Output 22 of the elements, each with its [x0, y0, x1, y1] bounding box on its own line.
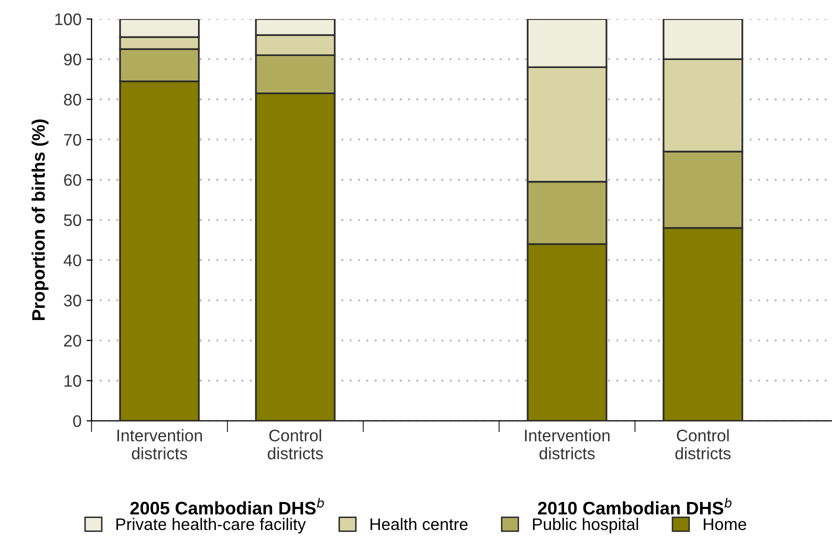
x-tick-label: Intervention districts	[525, 429, 610, 460]
y-tick-label: 40	[64, 254, 82, 266]
y-tick-label: 70	[64, 134, 82, 146]
y-tick-label: 0	[73, 415, 82, 428]
y-tick-label: 60	[64, 174, 82, 186]
text: 2005 Cambodian DHS$^{b}$	[130, 498, 324, 515]
x-tick-label: Intervention districts	[117, 429, 202, 460]
y-tick-label: 100	[55, 13, 82, 26]
x-tick-label: Control districts	[268, 429, 323, 460]
x-tick-label: Control districts	[675, 429, 731, 460]
legend-label: Home	[704, 518, 746, 530]
y-tick-label: 30	[64, 294, 82, 306]
legend-label: Private health-care facility	[116, 518, 306, 534]
legend-label: Health centre	[370, 518, 468, 530]
y-tick-label: 90	[64, 54, 82, 66]
legend-label: Public hospital	[533, 518, 638, 534]
y-axis-title: Proportion of births (%)	[32, 120, 48, 320]
y-tick-label: 20	[64, 334, 82, 347]
y-tick-label: 80	[64, 94, 82, 106]
y-tick-label: 10	[64, 375, 82, 387]
y-tick-label: 50	[64, 214, 82, 226]
text: 2010 Cambodian DHS$^{b}$	[538, 498, 732, 515]
